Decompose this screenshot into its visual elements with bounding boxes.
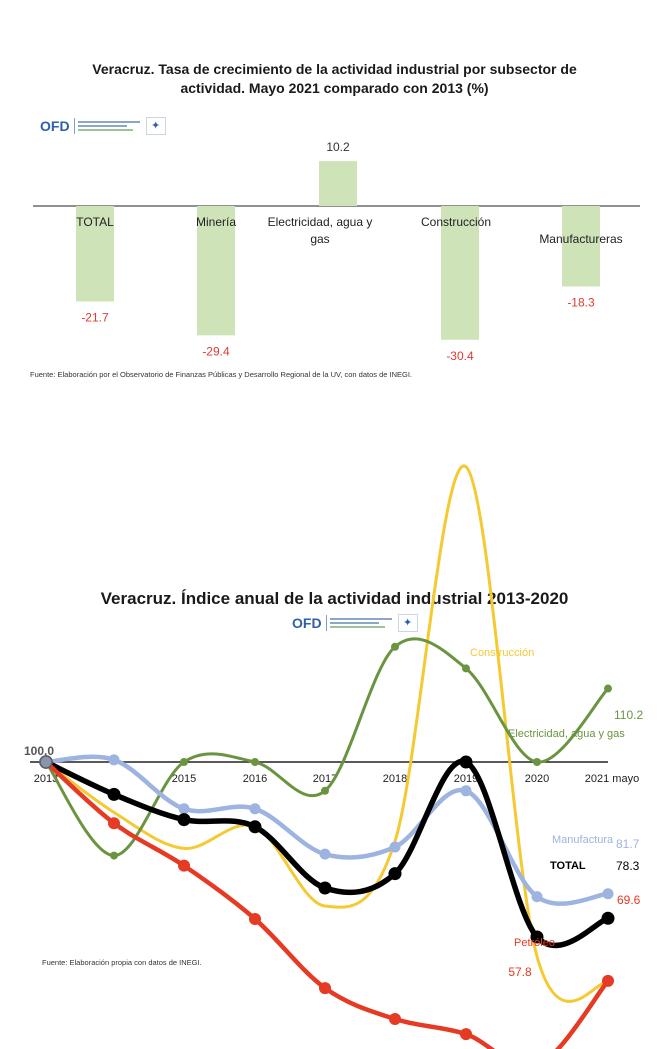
x-tick-label-3: 2016 bbox=[243, 773, 267, 785]
bar-value-label-3: -30.4 bbox=[446, 349, 474, 363]
point-total-2 bbox=[177, 813, 191, 827]
point-manufactura-7 bbox=[531, 891, 543, 903]
x-tick-label-8: 2021 mayo bbox=[585, 773, 639, 785]
line-total bbox=[44, 758, 610, 949]
category-label-3-0: Construcción bbox=[421, 215, 491, 229]
point-electricidad-agua-y-gas-7 bbox=[533, 758, 541, 766]
chart1-source: Fuente: Elaboración por el Observatorio … bbox=[30, 370, 413, 379]
line-manufactura bbox=[45, 754, 609, 906]
series-total bbox=[39, 755, 615, 949]
point-total-1 bbox=[107, 787, 121, 801]
bar-1 bbox=[197, 206, 235, 336]
point-total-4 bbox=[318, 881, 332, 895]
point-manufactura-4 bbox=[319, 848, 331, 860]
series-petroleo bbox=[39, 755, 614, 1049]
baseline-label: 100.0 bbox=[24, 744, 54, 758]
chart1-title-line1: Veracruz. Tasa de crecimiento de la acti… bbox=[92, 61, 577, 77]
point-petroleo-2 bbox=[178, 859, 190, 872]
bar-3 bbox=[441, 206, 479, 340]
ofd-logo-text: OFD bbox=[292, 615, 322, 631]
series-electricidad-agua-y-gas bbox=[39, 637, 612, 860]
series-name-electricidad-agua-y-gas: Electricidad, agua y gas bbox=[508, 728, 625, 740]
end-value-manufactura: 81.7 bbox=[616, 837, 640, 851]
point-total-3 bbox=[248, 820, 262, 834]
series-name-total: TOTAL bbox=[550, 860, 586, 872]
end-value-petroleo: 69.6 bbox=[617, 893, 641, 907]
category-label-2-0: Electricidad, agua y bbox=[268, 215, 373, 229]
x-tick-label-2: 2015 bbox=[172, 773, 196, 785]
x-tick-label-0: 2013 bbox=[34, 773, 58, 785]
ofd-logo-lines bbox=[325, 615, 392, 631]
bar-value-label-4: -18.3 bbox=[567, 296, 595, 310]
category-label-4-0: Manufactureras bbox=[539, 232, 622, 246]
ofd-logo-lines bbox=[73, 118, 140, 134]
ofd-logo-text: OFD bbox=[40, 118, 70, 134]
bar-2 bbox=[319, 161, 357, 206]
point-petroleo-8 bbox=[602, 974, 614, 987]
category-label-0-0: TOTAL bbox=[76, 215, 114, 229]
point-manufactura-1 bbox=[108, 754, 120, 766]
point-electricidad-agua-y-gas-4 bbox=[321, 786, 329, 795]
bar-value-label-1: -29.4 bbox=[202, 344, 230, 358]
point-electricidad-agua-y-gas-6 bbox=[462, 664, 470, 673]
bar-4 bbox=[562, 206, 600, 287]
point-manufactura-2 bbox=[178, 803, 190, 815]
point-electricidad-agua-y-gas-5 bbox=[391, 642, 399, 651]
category-label-2-1: gas bbox=[310, 232, 329, 246]
point-total-5 bbox=[388, 867, 402, 881]
point-label-petroleo-2020: 57.8 bbox=[508, 965, 532, 979]
chart1-title-line2: actividad. Mayo 2021 comparado con 2013 … bbox=[180, 80, 489, 96]
chart2-title: Veracruz. Índice anual de la actividad i… bbox=[100, 589, 569, 608]
chart1-ofd-logo: OFD ✦ bbox=[40, 117, 166, 135]
point-manufactura-8 bbox=[602, 888, 614, 900]
end-value-electricidad-agua-y-gas: 110.2 bbox=[614, 708, 643, 722]
point-petroleo-4 bbox=[319, 982, 331, 995]
point-total-7 bbox=[530, 930, 544, 944]
point-electricidad-agua-y-gas-8 bbox=[604, 684, 612, 693]
university-seal-icon: ✦ bbox=[145, 117, 166, 135]
point-total-6 bbox=[459, 755, 473, 769]
point-electricidad-agua-y-gas-1 bbox=[110, 851, 118, 860]
point-electricidad-agua-y-gas-3 bbox=[251, 758, 259, 766]
point-petroleo-3 bbox=[249, 912, 261, 925]
university-seal-icon: ✦ bbox=[397, 614, 418, 632]
bar-value-label-0: -21.7 bbox=[81, 310, 109, 324]
point-total-8 bbox=[601, 911, 615, 925]
x-tick-label-5: 2018 bbox=[383, 773, 407, 785]
point-electricidad-agua-y-gas-2 bbox=[180, 758, 188, 766]
point-petroleo-5 bbox=[389, 1013, 401, 1026]
point-petroleo-6 bbox=[460, 1028, 472, 1041]
chart2-source: Fuente: Elaboración propia con datos de … bbox=[42, 958, 202, 967]
chart1-bar-chart: -21.7 TOTAL -29.4 Minería 10.2 Electricidad, … bbox=[33, 140, 640, 363]
bar-0 bbox=[76, 206, 114, 302]
point-manufactura-5 bbox=[389, 841, 401, 853]
series-name-manufactura: Manufactura bbox=[552, 834, 614, 846]
point-manufactura-3 bbox=[249, 803, 261, 815]
series-name-construccion: Construcción bbox=[470, 647, 534, 659]
point-petroleo-0 bbox=[39, 755, 53, 769]
series-name-petroleo: Petróleo bbox=[514, 937, 555, 949]
chart2-ofd-logo: OFD ✦ bbox=[292, 614, 418, 632]
end-value-total: 78.3 bbox=[616, 859, 640, 873]
x-tick-label-6: 2019 bbox=[454, 773, 478, 785]
point-petroleo-1 bbox=[108, 817, 120, 830]
x-tick-label-7: 2020 bbox=[525, 773, 549, 785]
point-manufactura-6 bbox=[460, 785, 472, 797]
bar-value-label-2: 10.2 bbox=[326, 140, 350, 154]
category-label-1-0: Minería bbox=[196, 215, 236, 229]
chart1-title: Veracruz. Tasa de crecimiento de la acti… bbox=[0, 60, 669, 98]
